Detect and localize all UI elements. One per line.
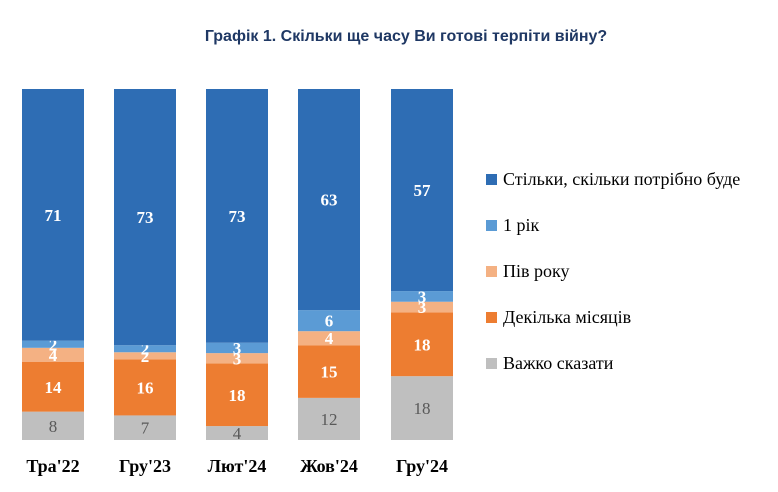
legend-swatch-half-year (486, 266, 497, 277)
legend-swatch-hard-to-say (486, 358, 497, 369)
data-label-hard-to-say: 4 (233, 424, 242, 443)
data-label-one-year: 3 (418, 287, 427, 306)
x-axis-labels: Тра'22 Гру'23 Лют'24 Жов'24 Гру'24 (26, 456, 448, 476)
data-label-half-year: 3 (418, 298, 427, 317)
bar-segment-few-months (22, 362, 84, 412)
bar-segment-half-year (298, 331, 360, 346)
bar-segment-half-year (391, 301, 453, 313)
bar-segment-hard-to-say (206, 426, 268, 440)
bar-segment-enough (206, 89, 268, 343)
data-label-half-year: 4 (49, 346, 58, 365)
data-label-hard-to-say: 8 (49, 417, 58, 436)
legend-label-half-year: Пів року (503, 261, 570, 281)
data-label-hard-to-say: 7 (141, 419, 150, 438)
x-tick-label: Жов'24 (300, 456, 358, 476)
bar-segment-enough (114, 89, 176, 346)
bar-segment-one-year (206, 342, 268, 354)
chart-title: Графік 1. Скільки ще часу Ви готові терп… (205, 28, 607, 45)
data-label-enough: 71 (45, 206, 62, 225)
legend-label-one-year: 1 рік (503, 215, 540, 235)
bar-segment-few-months (391, 312, 453, 377)
data-label-enough: 57 (414, 181, 432, 200)
bar-segment-hard-to-say (114, 415, 176, 440)
data-label-one-year: 2 (49, 335, 58, 354)
data-label-enough: 63 (321, 191, 338, 210)
bar-segment-enough (298, 89, 360, 311)
x-tick-label: Гру'24 (396, 456, 448, 476)
x-tick-label: Лют'24 (208, 456, 267, 476)
data-label-few-months: 16 (137, 378, 154, 397)
bar-segment-one-year (391, 291, 453, 302)
bar-segment-hard-to-say (298, 397, 360, 440)
x-tick-label: Тра'22 (26, 456, 79, 476)
bar-segment-few-months (114, 359, 176, 416)
bar-segment-few-months (298, 345, 360, 398)
x-tick-label: Гру'23 (119, 456, 171, 476)
legend-label-hard-to-say: Важко сказати (503, 353, 614, 373)
bar-segment-one-year (22, 340, 84, 348)
bar-segment-enough (391, 89, 453, 292)
bar-segment-half-year (22, 347, 84, 362)
bar-segment-half-year (206, 353, 268, 364)
data-label-few-months: 18 (414, 335, 431, 354)
data-label-half-year: 3 (233, 349, 242, 368)
data-label-one-year: 6 (325, 312, 334, 331)
data-label-one-year: 2 (141, 340, 150, 359)
legend-swatch-few-months (486, 312, 497, 323)
data-label-half-year: 4 (325, 329, 334, 348)
bar-segment-enough (22, 89, 84, 341)
bar-segment-half-year (114, 352, 176, 360)
data-label-half-year: 2 (141, 347, 150, 366)
legend: Стільки, скільки потрібно буде 1 рік Пів р… (486, 169, 740, 373)
bar-segment-few-months (206, 363, 268, 427)
legend-label-few-months: Декілька місяців (503, 307, 631, 327)
bar-segment-hard-to-say (391, 376, 453, 440)
legend-swatch-enough (486, 174, 497, 185)
legend-swatch-one-year (486, 220, 497, 231)
data-label-enough: 73 (137, 208, 154, 227)
data-label-enough: 73 (229, 207, 246, 226)
data-label-hard-to-say: 12 (321, 410, 338, 429)
bar-segment-hard-to-say (22, 411, 84, 440)
data-label-few-months: 18 (229, 386, 246, 405)
data-label-hard-to-say: 18 (414, 399, 431, 418)
bar-segment-one-year (298, 310, 360, 332)
data-label-few-months: 15 (321, 363, 338, 382)
bar-segment-one-year (114, 345, 176, 353)
data-label-one-year: 3 (233, 339, 242, 358)
data-label-few-months: 14 (45, 378, 63, 397)
legend-label-enough: Стільки, скільки потрібно буде (503, 169, 740, 189)
